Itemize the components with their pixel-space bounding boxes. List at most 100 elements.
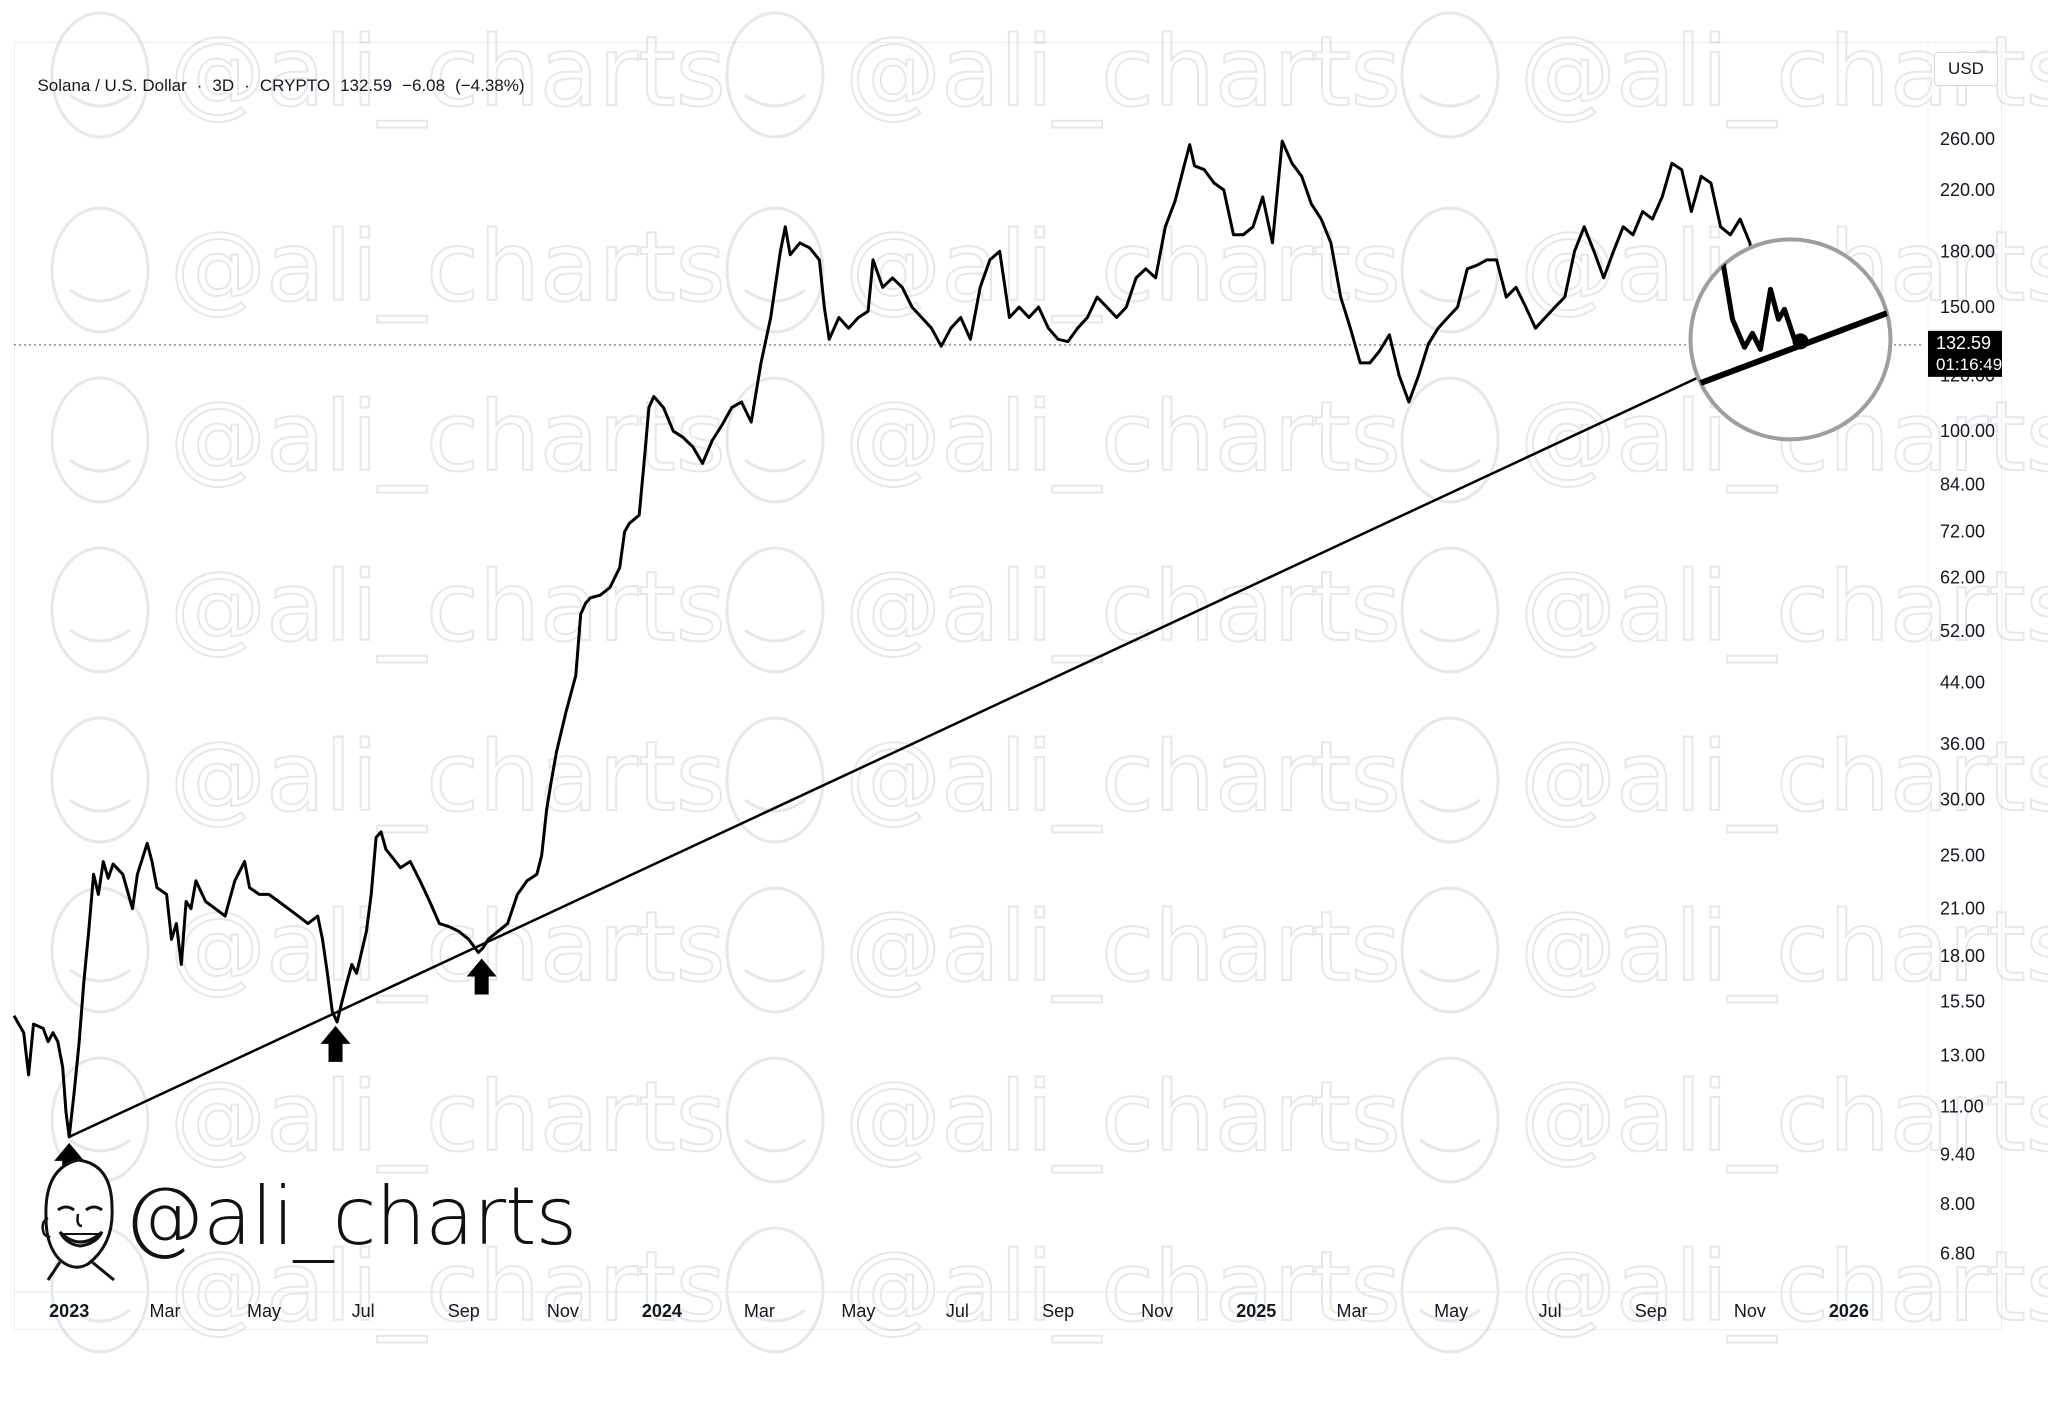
watermark-tile: @ali_charts: [50, 1226, 727, 1354]
y-tick-label: 100.00: [1940, 421, 1995, 441]
exchange-label: CRYPTO: [259, 76, 331, 95]
watermark-text: @ali_charts: [170, 16, 726, 128]
x-tick-label: Nov: [1141, 1301, 1173, 1321]
y-tick-label: 18.00: [1940, 946, 1985, 966]
x-tick-label: Jul: [1539, 1301, 1562, 1321]
interval-label[interactable]: 3D: [212, 76, 235, 95]
price-tag: [1928, 330, 2002, 377]
watermark-tile: @ali_charts: [1400, 716, 2048, 844]
watermark-tile: @ali_charts: [725, 11, 1402, 139]
symbol-header: Solana / U.S. Dollar · 3D · CRYPTO 132.59 −6.0…: [28, 56, 535, 96]
watermark-smile-icon: [744, 968, 806, 983]
watermark-text: @ali_charts: [1520, 891, 2048, 1003]
x-tick-label: Nov: [1734, 1301, 1766, 1321]
watermark-tile: @ali_charts: [1400, 1226, 2048, 1354]
price-tag-countdown: 01:16:49: [1936, 355, 2002, 374]
zoom-last-price-dot: [1792, 333, 1809, 350]
watermark-smile-icon: [744, 798, 806, 813]
arrow-up-icon: [320, 1025, 351, 1062]
x-tick-label: 2025: [1236, 1301, 1276, 1321]
zoom-circle-content: [1690, 258, 1891, 398]
watermark-smile-icon: [744, 288, 806, 303]
brand-handle: @ali_charts: [124, 1170, 577, 1263]
watermark-smile-icon: [1419, 1138, 1481, 1153]
y-tick-label: 36.00: [1940, 734, 1985, 754]
symbol-name[interactable]: Solana / U.S. Dollar: [37, 76, 187, 95]
x-tick-label: Nov: [547, 1301, 579, 1321]
watermark-text: @ali_charts: [1520, 721, 2048, 833]
x-tick-label: Jul: [352, 1301, 375, 1321]
watermark-tile: @ali_charts: [50, 11, 727, 139]
watermark-tile: @ali_charts: [50, 206, 727, 334]
watermark-face-icon: [50, 716, 150, 844]
watermark-smile-icon: [1419, 968, 1481, 983]
watermark-tile: @ali_charts: [725, 1056, 1402, 1184]
chart-frame: [14, 42, 2002, 1330]
watermark-tile: @ali_charts: [725, 546, 1402, 674]
watermark-layer: @ali_charts @ali_charts @ali_charts@ali_ch…: [50, 11, 2048, 1354]
y-tick-label: 9.40: [1940, 1145, 1975, 1165]
watermark-tile: @ali_charts: [1400, 1056, 2048, 1184]
watermark-face-icon: [1400, 886, 1500, 1014]
watermark-tile: @ali_charts: [50, 546, 727, 674]
header-change-pct: (−4.38%): [455, 76, 525, 95]
y-tick-label: 62.00: [1940, 567, 1985, 587]
annotation-layer: 132.59 01:16:49: [54, 237, 2002, 1179]
watermark-smile-icon: [1419, 458, 1481, 473]
watermark-face-icon: [1400, 376, 1500, 504]
header-change: −6.08: [402, 76, 446, 95]
watermark-face-icon: [50, 206, 150, 334]
watermark-face-icon: [725, 886, 825, 1014]
watermark-tile: @ali_charts: [1400, 546, 2048, 674]
separator-dot: ·: [244, 76, 250, 95]
watermark-face-icon: [725, 546, 825, 674]
watermark-smile-icon: [744, 628, 806, 643]
watermark-smile-icon: [69, 93, 131, 108]
watermark-text: @ali_charts: [845, 891, 1401, 1003]
watermark-face-icon: [725, 716, 825, 844]
watermark-text: @ali_charts: [1520, 551, 2048, 663]
y-tick-label: 13.00: [1940, 1045, 1985, 1065]
watermark-smile-icon: [1419, 93, 1481, 108]
watermark-smile-icon: [744, 1138, 806, 1153]
watermark-smile-icon: [1419, 798, 1481, 813]
watermark-smile-icon: [69, 1138, 131, 1153]
watermark-tile: @ali_charts: [725, 376, 1402, 504]
watermark-text: @ali_charts: [170, 551, 726, 663]
watermark-face-icon: [1400, 11, 1500, 139]
watermark-tile: @ali_charts: [50, 1056, 727, 1184]
watermark-smile-icon: [69, 288, 131, 303]
y-tick-label: 30.00: [1940, 790, 1985, 810]
x-tick-label: Mar: [744, 1301, 775, 1321]
plot-layer: [12, 139, 1922, 1139]
watermark-text: @ali_charts: [170, 211, 726, 323]
watermark-face-icon: [1400, 1056, 1500, 1184]
y-tick-label: 11.00: [1940, 1097, 1984, 1117]
x-tick-label: May: [841, 1301, 875, 1321]
watermark-face-icon: [1400, 1226, 1500, 1354]
watermark-text: @ali_charts: [845, 16, 1401, 128]
watermark-text: @ali_charts: [845, 1061, 1401, 1173]
y-tick-label: 220.00: [1940, 180, 1995, 200]
watermark-text: @ali_charts: [170, 1231, 726, 1343]
support-trendline: [68, 322, 1814, 1139]
watermark-text: @ali_charts: [170, 891, 726, 1003]
watermark-face-icon: [50, 376, 150, 504]
watermark-face-icon: [50, 546, 150, 674]
watermark-text: @ali_charts: [845, 1231, 1401, 1343]
x-tick-label: May: [247, 1301, 281, 1321]
currency-button[interactable]: USD: [1934, 52, 1998, 86]
y-tick-label: 21.00: [1940, 899, 1985, 919]
watermark-text: @ali_charts: [170, 381, 726, 493]
watermark-text: @ali_charts: [845, 211, 1401, 323]
watermark-tile: @ali_charts: [725, 206, 1402, 334]
price-series-line: [12, 139, 1786, 1139]
x-tick-label: Mar: [1337, 1301, 1368, 1321]
watermark-tile: @ali_charts: [50, 376, 727, 504]
x-tick-label: Mar: [150, 1301, 181, 1321]
watermark-smile-icon: [744, 458, 806, 473]
y-tick-label: 44.00: [1940, 672, 1985, 692]
watermark-smile-icon: [69, 968, 131, 983]
arrow-up-icon: [54, 1142, 85, 1179]
